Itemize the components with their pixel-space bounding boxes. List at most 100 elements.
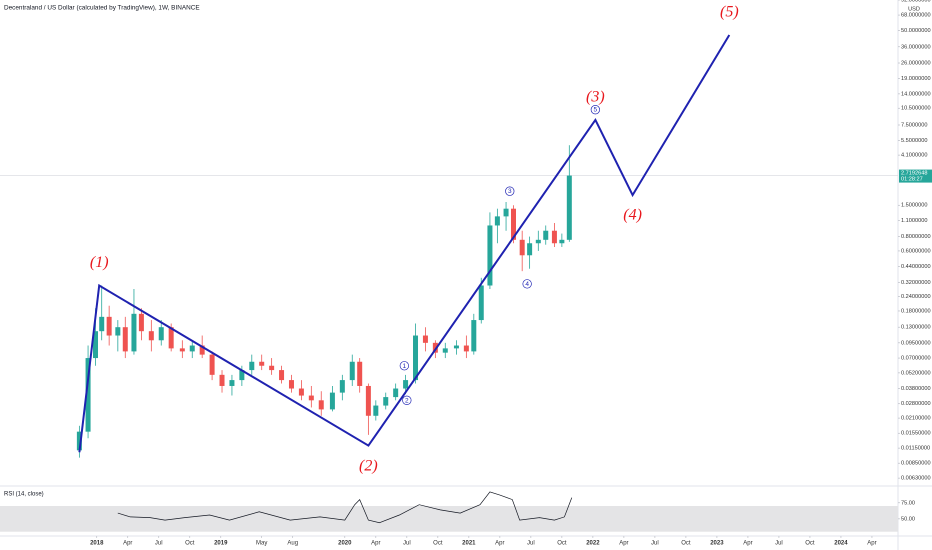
x-tick-label: Jul bbox=[651, 541, 659, 547]
candle-body bbox=[106, 316, 112, 336]
y-tick-label: 4.1000000 bbox=[901, 153, 927, 159]
candle-body bbox=[432, 342, 438, 353]
y-tick-label: 1.5000000 bbox=[901, 203, 927, 209]
wave-label: (2) bbox=[359, 457, 378, 474]
candle-body bbox=[168, 327, 174, 349]
candle-body bbox=[487, 225, 493, 286]
candle-body bbox=[471, 320, 477, 352]
x-tick-label: Apr bbox=[123, 541, 132, 547]
y-tick-label: 92.0000000 bbox=[901, 0, 931, 3]
candle-body bbox=[318, 400, 324, 410]
x-tick-label: 2022 bbox=[586, 541, 600, 547]
x-tick-label: Apr bbox=[371, 541, 380, 547]
wave-label: (3) bbox=[586, 89, 605, 106]
minor-wave-marker bbox=[402, 395, 412, 405]
candle-body bbox=[393, 388, 399, 398]
candle-body bbox=[76, 431, 82, 451]
candle-body bbox=[527, 243, 533, 256]
y-tick-label: 68.0000000 bbox=[901, 13, 931, 19]
candle-body bbox=[566, 175, 572, 240]
x-tick-label: Aug bbox=[287, 541, 298, 547]
candle-body bbox=[99, 316, 105, 332]
candle-body bbox=[478, 285, 484, 321]
y-tick-label: 0.05200000 bbox=[901, 370, 931, 376]
x-tick-label: Oct bbox=[185, 541, 195, 547]
x-tick-label: 2024 bbox=[834, 541, 848, 547]
candle-body bbox=[219, 374, 225, 386]
minor-wave-label: 2 bbox=[405, 397, 409, 404]
candle-body bbox=[494, 216, 500, 226]
rsi-tick-label: 50.00 bbox=[901, 516, 915, 522]
minor-wave-label: 1 bbox=[403, 363, 407, 370]
minor-wave-marker bbox=[399, 361, 409, 371]
candle-body bbox=[422, 335, 428, 343]
y-tick-label: 0.18000000 bbox=[901, 308, 931, 314]
candle-body bbox=[339, 380, 345, 393]
candle-body bbox=[365, 385, 371, 416]
x-tick-label: May bbox=[256, 541, 267, 547]
candle-body bbox=[138, 313, 144, 332]
countdown-label: 01:28:27 bbox=[901, 177, 923, 183]
candle-body bbox=[442, 348, 448, 353]
candle-body bbox=[535, 239, 541, 244]
candle-body bbox=[503, 208, 509, 217]
candle-body bbox=[349, 361, 355, 381]
y-tick-label: 0.02800000 bbox=[901, 401, 931, 407]
y-tick-label: 50.0000000 bbox=[901, 28, 931, 34]
x-tick-label: Jul bbox=[775, 541, 783, 547]
minor-wave-label: 3 bbox=[508, 188, 512, 195]
y-tick-label: 0.00630000 bbox=[901, 476, 931, 482]
candle-body bbox=[179, 348, 185, 352]
candle-body bbox=[329, 392, 335, 410]
candle-body bbox=[510, 208, 516, 240]
wave-line bbox=[78, 34, 731, 453]
minor-wave-label: 5 bbox=[594, 107, 598, 114]
candle-body bbox=[551, 230, 557, 244]
x-tick-label: 2018 bbox=[90, 541, 104, 547]
candle-body bbox=[453, 345, 459, 349]
y-tick-label: 0.13000000 bbox=[901, 325, 931, 331]
y-tick-label: 0.02100000 bbox=[901, 416, 931, 422]
candle-body bbox=[413, 335, 419, 381]
wave-label: (5) bbox=[720, 4, 739, 21]
x-tick-label: Oct bbox=[433, 541, 443, 547]
y-tick-label: 19.0000000 bbox=[901, 76, 931, 82]
minor-wave-marker bbox=[505, 186, 515, 196]
y-tick-label: 0.09500000 bbox=[901, 340, 931, 346]
minor-wave-marker bbox=[590, 105, 601, 115]
candle-body bbox=[543, 230, 549, 240]
y-tick-label: 0.00850000 bbox=[901, 461, 931, 467]
y-tick-label: 0.80000000 bbox=[901, 234, 931, 240]
candle-body bbox=[259, 361, 265, 366]
rsi-title: RSI (14, close) bbox=[4, 492, 44, 498]
candle-body bbox=[519, 239, 525, 256]
candle-body bbox=[373, 405, 379, 416]
x-tick-label: Apr bbox=[743, 541, 752, 547]
candle-body bbox=[148, 331, 154, 341]
y-tick-label: 0.01150000 bbox=[901, 446, 930, 452]
minor-wave-label: 4 bbox=[525, 281, 529, 288]
y-tick-label: 0.24000000 bbox=[901, 294, 931, 300]
last-price-label: 2.7192648 bbox=[901, 171, 927, 177]
candle-body bbox=[115, 327, 121, 336]
y-tick-label: 0.60000000 bbox=[901, 248, 931, 254]
y-tick-label: 0.07000000 bbox=[901, 356, 931, 362]
x-tick-label: Jul bbox=[527, 541, 535, 547]
x-tick-label: 2019 bbox=[214, 541, 228, 547]
x-tick-label: 2020 bbox=[338, 541, 352, 547]
x-tick-label: 2021 bbox=[462, 541, 476, 547]
y-tick-label: 36.0000000 bbox=[901, 44, 931, 50]
axis-unit: USD bbox=[908, 6, 920, 12]
y-tick-label: 10.5000000 bbox=[901, 106, 931, 112]
x-tick-label: Apr bbox=[495, 541, 504, 547]
y-tick-label: 0.03800000 bbox=[901, 386, 931, 392]
x-tick-label: Apr bbox=[619, 541, 628, 547]
x-tick-label: Apr bbox=[867, 541, 876, 547]
candle-body bbox=[93, 331, 99, 359]
candle-body bbox=[357, 361, 363, 386]
minor-wave-marker bbox=[522, 279, 532, 289]
candle-body bbox=[189, 345, 195, 352]
x-tick-label: Oct bbox=[557, 541, 567, 547]
